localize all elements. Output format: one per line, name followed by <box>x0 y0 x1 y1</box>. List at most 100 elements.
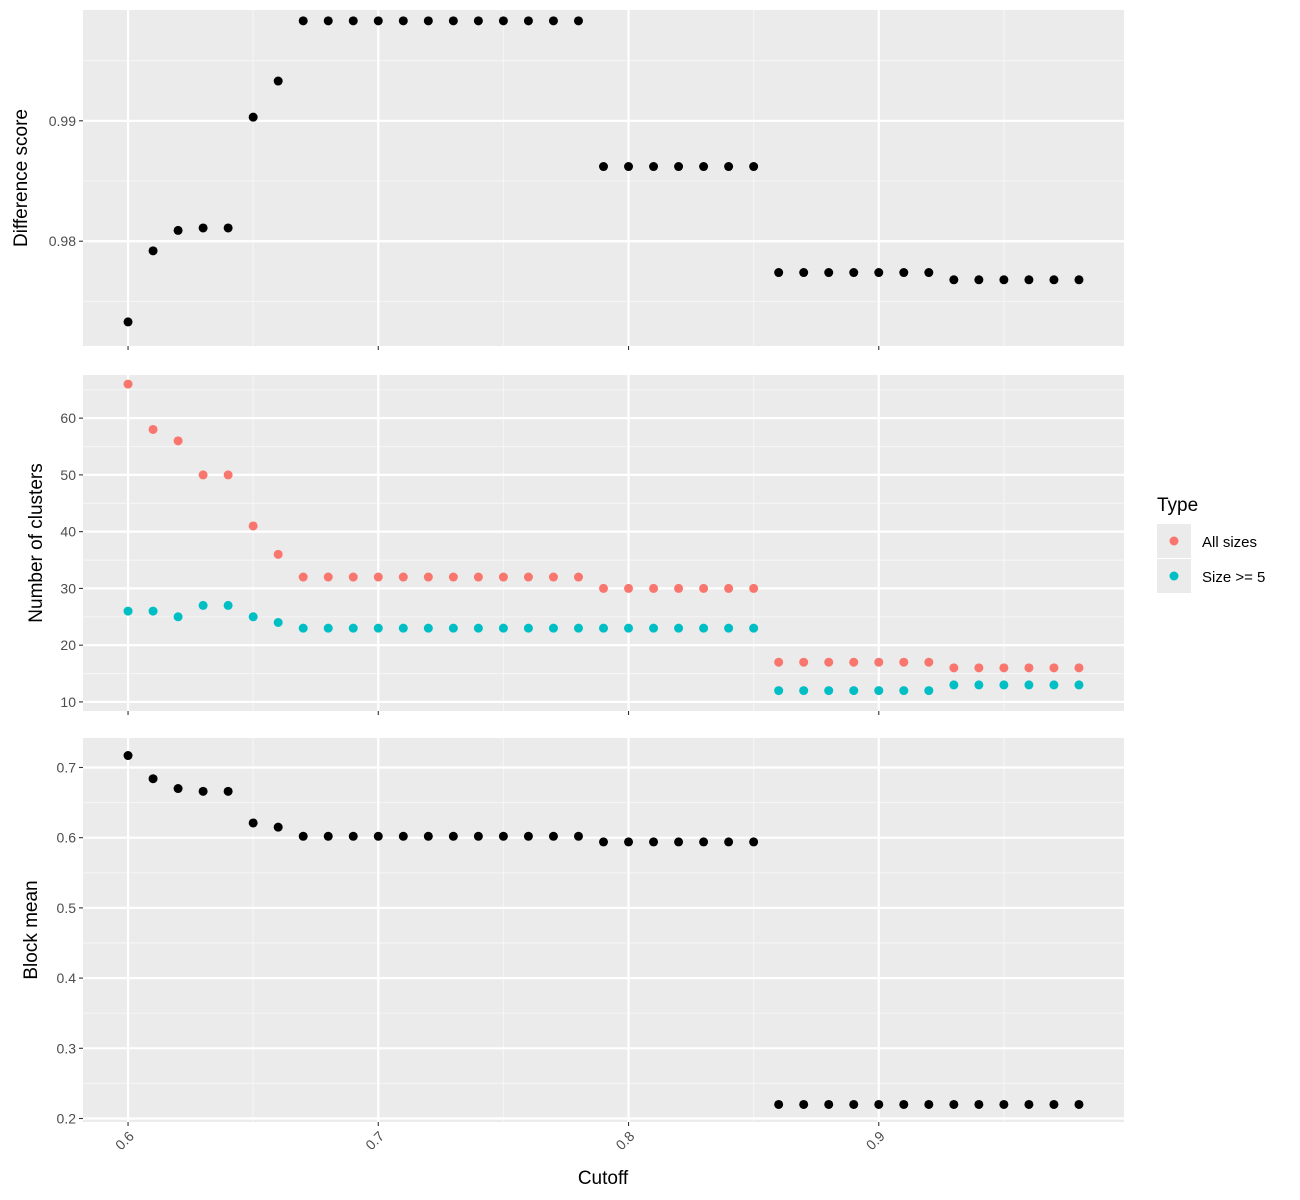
y-tick-label: 0.2 <box>57 1110 77 1126</box>
data-point <box>1049 1099 1059 1109</box>
data-point <box>674 623 684 633</box>
x-axis-title: Cutoff <box>578 1168 629 1189</box>
y-axis-title: Block mean <box>21 880 42 979</box>
data-point <box>674 837 684 847</box>
data-point <box>724 583 734 593</box>
y-tick-label: 0.99 <box>49 113 76 129</box>
gridlines <box>83 375 1124 711</box>
y-axis-title: Number of clusters <box>26 463 47 622</box>
data-point <box>123 751 133 761</box>
data-point <box>523 831 533 841</box>
y-tick-label: 0.5 <box>57 900 77 916</box>
facet-number-of-clusters: 10 20 30 40 50 60 Number of clusters <box>26 375 1124 715</box>
data-point <box>749 837 759 847</box>
legend-label-size-ge-5: Size >= 5 <box>1202 569 1265 586</box>
data-point <box>148 774 158 784</box>
data-point <box>749 162 759 172</box>
data-point <box>774 1099 784 1109</box>
data-point <box>148 606 158 616</box>
data-point <box>123 606 133 616</box>
data-point <box>573 572 583 582</box>
data-point <box>198 470 208 480</box>
data-point <box>999 680 1009 690</box>
data-point <box>849 657 859 667</box>
data-point <box>924 268 934 278</box>
data-point <box>298 623 308 633</box>
data-point <box>599 162 608 172</box>
data-point <box>173 436 183 446</box>
panel-background <box>83 738 1124 1122</box>
data-point <box>724 162 734 172</box>
data-point <box>248 612 258 622</box>
data-point <box>774 686 784 696</box>
data-point <box>799 1099 809 1109</box>
data-point <box>448 831 458 841</box>
data-point <box>799 657 809 667</box>
data-point <box>223 786 233 796</box>
data-point <box>148 246 158 256</box>
data-point <box>548 16 558 26</box>
data-point <box>699 837 709 847</box>
data-point <box>924 657 934 667</box>
facet-difference-score: 0.98 0.99 Difference score <box>11 10 1124 350</box>
data-point <box>273 822 283 832</box>
y-tick-label: 40 <box>60 524 76 540</box>
data-point <box>248 521 258 531</box>
data-point <box>423 623 433 633</box>
data-point <box>974 663 984 673</box>
legend-label-all-sizes: All sizes <box>1202 534 1257 551</box>
data-point <box>573 831 583 841</box>
y-tick-label: 50 <box>60 467 76 483</box>
data-point <box>248 112 258 122</box>
legend-title: Type <box>1157 495 1198 516</box>
data-point <box>398 572 408 582</box>
x-axis-ticks <box>127 346 880 350</box>
data-point <box>298 16 308 26</box>
data-point <box>649 583 659 593</box>
data-point <box>874 686 884 696</box>
data-points <box>123 16 1084 327</box>
data-point <box>573 623 583 633</box>
data-points <box>123 379 1084 696</box>
data-point <box>599 583 608 593</box>
data-point <box>373 16 383 26</box>
data-point <box>348 831 358 841</box>
x-tick-label: 0.6 <box>112 1128 137 1153</box>
data-point <box>999 275 1009 285</box>
data-point <box>874 1099 884 1109</box>
data-point <box>348 16 358 26</box>
data-point <box>599 837 608 847</box>
data-point <box>523 572 533 582</box>
data-point <box>1049 680 1059 690</box>
data-point <box>899 1099 909 1109</box>
data-point <box>223 600 233 610</box>
data-point <box>473 572 483 582</box>
data-point <box>799 686 809 696</box>
data-point <box>498 623 508 633</box>
y-tick-label: 30 <box>60 580 76 596</box>
y-axis: 0.98 0.99 <box>49 113 83 249</box>
y-tick-label: 0.3 <box>57 1040 77 1056</box>
y-tick-label: 20 <box>60 637 76 653</box>
panel-background <box>83 375 1124 711</box>
data-point <box>774 657 784 667</box>
data-point <box>173 225 183 235</box>
data-point <box>1024 1099 1034 1109</box>
data-point <box>1024 680 1034 690</box>
data-point <box>624 623 634 633</box>
data-point <box>473 831 483 841</box>
data-point <box>624 583 634 593</box>
data-point <box>724 837 734 847</box>
data-point <box>323 16 333 26</box>
data-point <box>824 1099 834 1109</box>
data-point <box>974 680 984 690</box>
data-point <box>999 1099 1009 1109</box>
data-point <box>448 572 458 582</box>
facet-block-mean: 0.2 0.3 0.4 0.5 0.6 0.7 Block mean <box>21 738 1124 1126</box>
data-point <box>799 268 809 278</box>
data-point <box>1049 275 1059 285</box>
data-point <box>173 784 183 794</box>
data-point <box>849 1099 859 1109</box>
legend-key-size-ge-5 <box>1169 571 1179 581</box>
